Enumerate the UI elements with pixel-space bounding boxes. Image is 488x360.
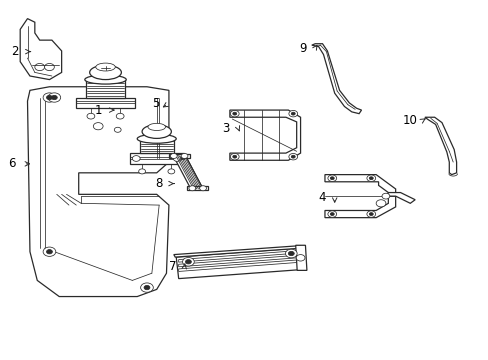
Circle shape bbox=[330, 213, 333, 216]
Polygon shape bbox=[168, 154, 189, 158]
Circle shape bbox=[368, 213, 372, 216]
Circle shape bbox=[291, 112, 295, 115]
Circle shape bbox=[188, 186, 195, 191]
Circle shape bbox=[288, 153, 297, 160]
Polygon shape bbox=[27, 87, 168, 297]
Polygon shape bbox=[178, 255, 297, 267]
Polygon shape bbox=[186, 186, 207, 190]
Text: 10: 10 bbox=[402, 114, 417, 127]
Circle shape bbox=[291, 155, 295, 158]
Circle shape bbox=[381, 193, 389, 199]
Circle shape bbox=[232, 112, 236, 115]
Circle shape bbox=[366, 175, 375, 181]
Circle shape bbox=[141, 283, 153, 292]
Polygon shape bbox=[424, 117, 456, 175]
Circle shape bbox=[167, 169, 174, 174]
Circle shape bbox=[288, 111, 297, 117]
Circle shape bbox=[285, 249, 297, 258]
Polygon shape bbox=[386, 193, 414, 203]
Text: 9: 9 bbox=[299, 41, 306, 54]
Polygon shape bbox=[173, 246, 302, 257]
Polygon shape bbox=[295, 245, 306, 270]
Circle shape bbox=[182, 257, 194, 266]
Text: 2: 2 bbox=[12, 45, 19, 58]
Ellipse shape bbox=[89, 65, 121, 80]
Text: 7: 7 bbox=[168, 260, 176, 273]
Text: 5: 5 bbox=[152, 98, 159, 111]
Polygon shape bbox=[178, 260, 297, 271]
Circle shape bbox=[46, 249, 52, 254]
Ellipse shape bbox=[84, 75, 126, 84]
Circle shape bbox=[139, 169, 145, 174]
Circle shape bbox=[132, 156, 140, 161]
Circle shape bbox=[116, 113, 124, 119]
Ellipse shape bbox=[142, 125, 171, 138]
Circle shape bbox=[87, 113, 95, 119]
Text: 6: 6 bbox=[8, 157, 15, 170]
Ellipse shape bbox=[137, 134, 176, 143]
Circle shape bbox=[232, 155, 236, 158]
Circle shape bbox=[114, 127, 121, 132]
Circle shape bbox=[44, 63, 54, 71]
Circle shape bbox=[230, 111, 239, 117]
Circle shape bbox=[173, 156, 181, 161]
Circle shape bbox=[51, 95, 57, 100]
Polygon shape bbox=[229, 110, 300, 160]
Circle shape bbox=[327, 211, 336, 217]
Polygon shape bbox=[86, 80, 125, 98]
Circle shape bbox=[327, 175, 336, 181]
Circle shape bbox=[46, 95, 52, 100]
Circle shape bbox=[199, 186, 206, 191]
Circle shape bbox=[170, 153, 177, 158]
Polygon shape bbox=[311, 44, 361, 114]
Circle shape bbox=[366, 211, 375, 217]
Polygon shape bbox=[325, 175, 395, 218]
Polygon shape bbox=[130, 153, 183, 164]
Circle shape bbox=[288, 251, 294, 256]
Polygon shape bbox=[20, 19, 61, 80]
Text: 8: 8 bbox=[155, 177, 163, 190]
Text: 4: 4 bbox=[318, 192, 325, 204]
Circle shape bbox=[43, 247, 56, 256]
Circle shape bbox=[181, 153, 187, 158]
Text: 1: 1 bbox=[94, 104, 102, 117]
Circle shape bbox=[48, 93, 61, 102]
Circle shape bbox=[368, 177, 372, 180]
Circle shape bbox=[144, 285, 150, 290]
Circle shape bbox=[330, 177, 333, 180]
Text: 3: 3 bbox=[222, 122, 229, 135]
Ellipse shape bbox=[96, 63, 115, 71]
Polygon shape bbox=[140, 139, 173, 153]
Ellipse shape bbox=[148, 123, 165, 131]
Polygon shape bbox=[176, 248, 300, 279]
Circle shape bbox=[43, 93, 56, 102]
Polygon shape bbox=[178, 251, 297, 262]
Polygon shape bbox=[76, 98, 135, 108]
Circle shape bbox=[296, 255, 305, 261]
Circle shape bbox=[185, 260, 191, 264]
Polygon shape bbox=[173, 157, 203, 189]
Circle shape bbox=[93, 123, 103, 130]
Circle shape bbox=[375, 200, 385, 207]
Circle shape bbox=[230, 153, 239, 160]
Circle shape bbox=[35, 63, 44, 71]
